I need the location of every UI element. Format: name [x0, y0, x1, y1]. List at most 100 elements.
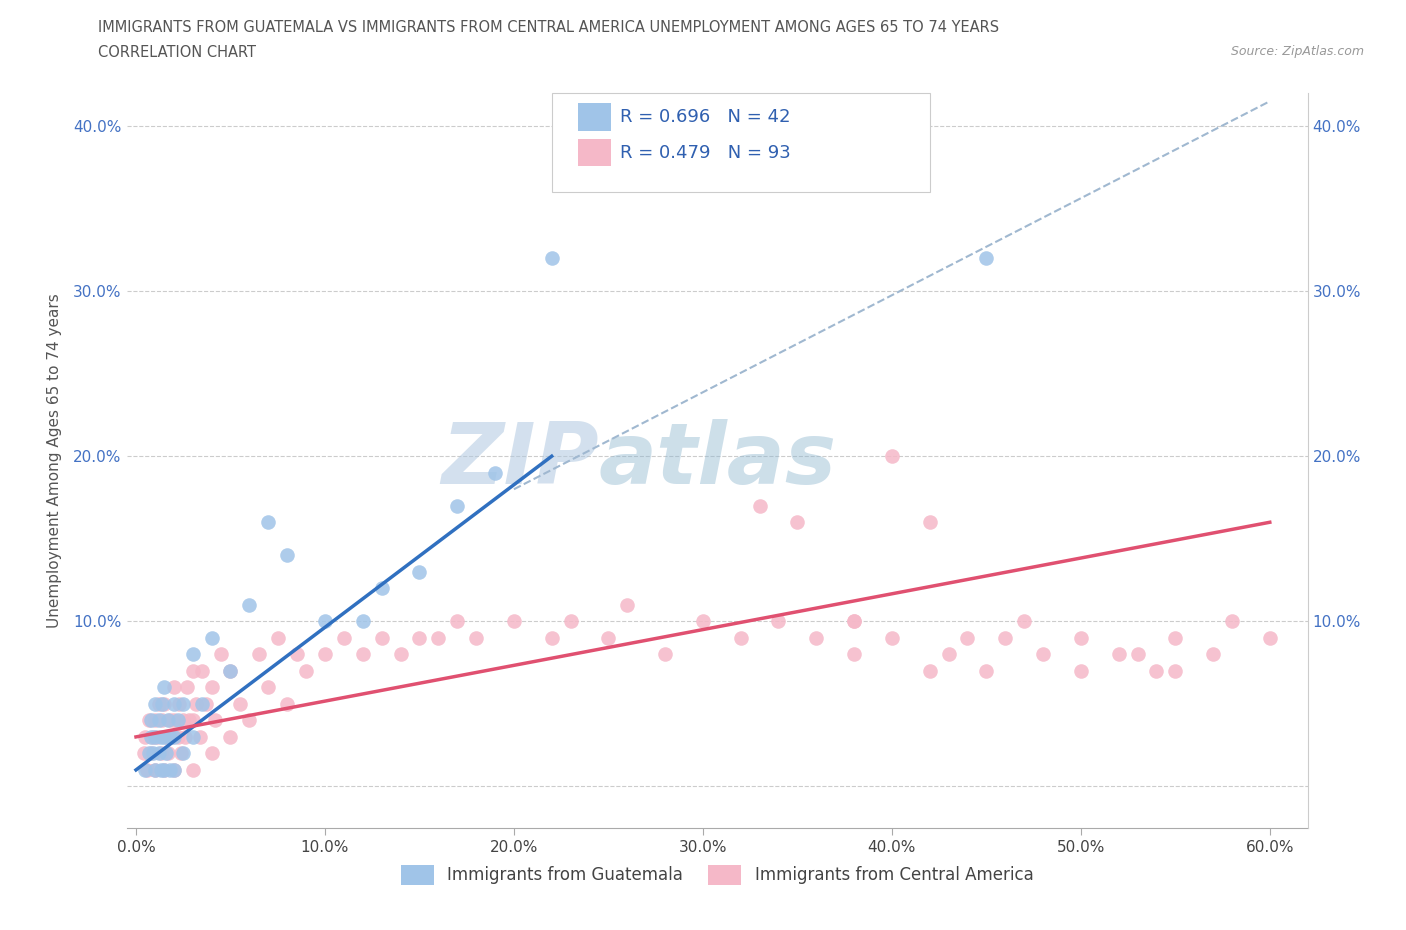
Point [163, 680, 186, 695]
Point [181, 729, 204, 744]
Point [976, 251, 998, 266]
Point [229, 697, 252, 711]
Text: R = 0.479   N = 93: R = 0.479 N = 93 [620, 143, 792, 162]
Point [257, 680, 280, 695]
Point [149, 763, 172, 777]
Point [143, 763, 166, 777]
Point [181, 763, 204, 777]
Text: R = 0.696   N = 42: R = 0.696 N = 42 [620, 108, 790, 126]
Point [285, 647, 308, 662]
Point [257, 515, 280, 530]
Point [314, 614, 336, 629]
Point [976, 663, 998, 678]
Point [1108, 647, 1130, 662]
Point [370, 581, 392, 596]
Point [267, 631, 290, 645]
Point [166, 713, 188, 728]
Point [219, 663, 242, 678]
Point [134, 729, 156, 744]
Point [295, 663, 318, 678]
FancyBboxPatch shape [578, 103, 610, 131]
Point [153, 763, 176, 777]
Point [148, 713, 170, 728]
Point [169, 697, 191, 711]
Point [540, 251, 562, 266]
Point [153, 697, 176, 711]
Point [134, 763, 156, 777]
Point [176, 680, 198, 695]
Legend: Immigrants from Guatemala, Immigrants from Central America: Immigrants from Guatemala, Immigrants fr… [392, 857, 1042, 893]
Point [153, 729, 176, 744]
Point [748, 498, 770, 513]
Point [598, 631, 620, 645]
Point [152, 713, 174, 728]
Point [654, 647, 676, 662]
Point [333, 631, 356, 645]
Point [1202, 647, 1225, 662]
FancyBboxPatch shape [551, 93, 929, 193]
Point [446, 498, 468, 513]
Point [1126, 647, 1149, 662]
Point [1032, 647, 1054, 662]
Point [186, 697, 208, 711]
Point [219, 729, 242, 744]
Point [153, 680, 176, 695]
Point [149, 746, 172, 761]
Point [209, 647, 232, 662]
Y-axis label: Unemployment Among Ages 65 to 74 years: Unemployment Among Ages 65 to 74 years [46, 293, 62, 628]
Text: CORRELATION CHART: CORRELATION CHART [98, 45, 256, 60]
Point [136, 763, 159, 777]
Point [166, 729, 188, 744]
Point [170, 746, 193, 761]
Point [138, 746, 160, 761]
Point [159, 713, 181, 728]
Point [842, 614, 865, 629]
Point [1012, 614, 1035, 629]
Point [408, 565, 430, 579]
Point [880, 449, 903, 464]
Point [465, 631, 488, 645]
Text: Source: ZipAtlas.com: Source: ZipAtlas.com [1230, 45, 1364, 58]
Point [616, 597, 638, 612]
Point [540, 631, 562, 645]
Point [152, 697, 174, 711]
Point [692, 614, 714, 629]
Point [132, 746, 155, 761]
FancyBboxPatch shape [578, 139, 610, 166]
Point [200, 631, 222, 645]
Point [503, 614, 526, 629]
Point [247, 647, 270, 662]
Text: atlas: atlas [599, 418, 837, 502]
Point [276, 548, 298, 563]
Point [938, 647, 960, 662]
Point [159, 729, 181, 744]
Point [191, 663, 214, 678]
Point [1144, 663, 1167, 678]
Point [352, 647, 374, 662]
Point [148, 746, 170, 761]
Point [153, 763, 176, 777]
Point [149, 729, 172, 744]
Point [177, 713, 200, 728]
Point [314, 647, 336, 662]
Point [157, 713, 180, 728]
Point [148, 697, 170, 711]
Point [143, 713, 166, 728]
Point [191, 697, 214, 711]
Point [163, 763, 186, 777]
Point [163, 697, 186, 711]
Point [159, 763, 181, 777]
Point [163, 729, 186, 744]
Point [370, 631, 392, 645]
Point [138, 713, 160, 728]
Point [143, 763, 166, 777]
Point [842, 614, 865, 629]
Point [172, 713, 194, 728]
Point [238, 597, 260, 612]
Point [204, 713, 226, 728]
Point [427, 631, 450, 645]
Point [1220, 614, 1243, 629]
Point [1258, 631, 1281, 645]
Point [146, 729, 169, 744]
Point [842, 647, 865, 662]
